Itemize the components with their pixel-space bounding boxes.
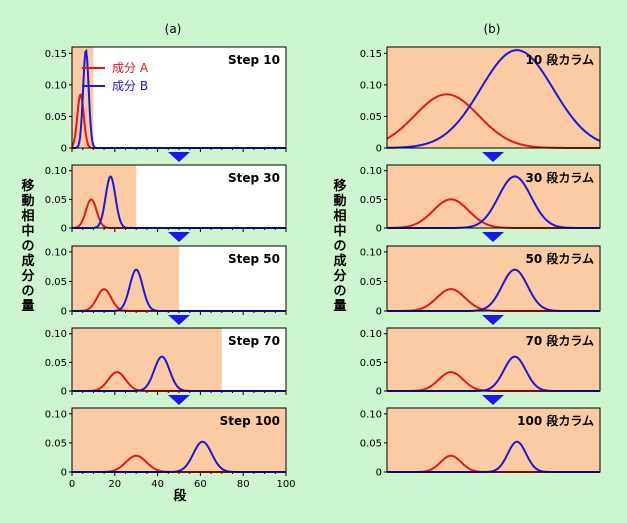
y-tick-label: 0 [61, 387, 67, 398]
plot-title: 70 段カラム [525, 333, 594, 348]
y-tick-label: 0.10 [45, 166, 67, 177]
down-arrow [168, 232, 190, 242]
y-tick-label: 0.05 [360, 112, 382, 123]
y-tick-label: 0 [61, 144, 67, 155]
plot-b-1: 0 0.05 0.10 0.15 10 段カラム [360, 46, 601, 155]
x-tick-label: 40 [151, 479, 164, 490]
y-tick-label: 0.05 [45, 358, 67, 369]
y-tick-label: 0.15 [360, 49, 382, 60]
plot-b-5: 0 0.05 0.10 100 段カラム [360, 407, 601, 479]
series-component-b-line [386, 49, 601, 149]
plot-b-3: 0 0.05 0.10 50 段カラム [360, 245, 601, 318]
plot-frame [386, 327, 601, 392]
plot-frame [71, 164, 287, 229]
plot-a-4: 0 0.05 0.10 Step 70 [45, 327, 287, 398]
y-tick-label: 0.05 [360, 438, 382, 449]
legend-b-text: 成分 B [112, 79, 148, 93]
y-tick-label: 0.10 [45, 409, 67, 420]
plot-frame [71, 245, 287, 312]
legend-a-text: 成分 A [112, 61, 149, 75]
mobile-phase-region [387, 408, 600, 472]
down-arrow [482, 152, 504, 162]
y-tick-label: 0.10 [45, 329, 67, 340]
plot-b-2: 0 0.05 0.10 30 段カラム [360, 164, 601, 235]
y-tick-label: 0 [376, 468, 382, 479]
panel-a-label: (a) [165, 22, 182, 36]
x-axis-label: 段 [173, 488, 186, 504]
plot-background [72, 47, 286, 148]
plot-title: 30 段カラム [525, 170, 594, 185]
mobile-phase-region [72, 328, 222, 391]
plot-frame [386, 164, 601, 229]
plot-frame [386, 407, 601, 473]
down-arrow [168, 152, 190, 162]
x-tick-label: 20 [108, 479, 121, 490]
plot-frame [386, 46, 601, 149]
plot-a-5: 0 0.05 0.10 0 20 40 60 80 100 Step 100 [45, 407, 296, 490]
plot-title: Step 10 [228, 53, 280, 67]
y-tick-label: 0 [376, 387, 382, 398]
plot-frame [71, 327, 287, 392]
down-arrow [168, 315, 190, 325]
x-tick-label: 0 [69, 479, 75, 490]
y-axis-label-b: 移動相中の成分の量 [333, 178, 346, 314]
y-tick-label: 0.10 [360, 247, 382, 258]
mobile-phase-region [387, 47, 600, 148]
mobile-phase-region [387, 328, 600, 391]
y-tick-label: 0 [376, 224, 382, 235]
plot-a-3: 0 0.05 0.10 Step 50 [45, 245, 287, 318]
plot-frame [71, 46, 287, 149]
plot-title: 50 段カラム [525, 251, 594, 266]
y-tick-label: 0.10 [360, 329, 382, 340]
down-arrow [482, 395, 504, 405]
plot-a-2: 0 0.05 0.10 Step 30 [45, 164, 287, 235]
down-arrow [168, 395, 190, 405]
arrows [168, 152, 504, 405]
y-tick-label: 0.10 [360, 409, 382, 420]
y-axis-label-a: 移動相中の成分の量 [21, 178, 34, 314]
down-arrow [482, 232, 504, 242]
y-tick-label: 0.05 [45, 277, 67, 288]
plot-title: 100 段カラム [517, 413, 594, 428]
plot-title: Step 50 [228, 252, 280, 266]
x-tick-label: 80 [237, 479, 250, 490]
panel-b-label: (b) [484, 22, 501, 36]
mobile-phase-region [72, 165, 137, 228]
legend: 成分 A 成分 B [82, 61, 149, 93]
y-tick-label: 0.05 [360, 358, 382, 369]
plot-title: Step 100 [220, 414, 280, 428]
y-tick-label: 0 [61, 307, 67, 318]
y-tick-label: 0.10 [45, 247, 67, 258]
mobile-phase-region [387, 165, 600, 228]
y-tick-label: 0.10 [360, 80, 382, 91]
mobile-phase-region [72, 408, 286, 472]
y-tick-label: 0 [61, 468, 67, 479]
y-tick-label: 0 [61, 224, 67, 235]
plot-b-4: 0 0.05 0.10 70 段カラム [360, 327, 601, 398]
x-tick-label: 100 [276, 479, 295, 490]
y-tick-label: 0.10 [360, 166, 382, 177]
y-tick-label: 0.10 [45, 80, 67, 91]
plot-title: Step 70 [228, 334, 280, 348]
y-tick-label: 0 [376, 307, 382, 318]
plot-a-1: 0 0.05 0.10 0.15 Step 10 [45, 46, 287, 155]
y-tick-label: 0.15 [45, 49, 67, 60]
y-tick-label: 0.05 [45, 195, 67, 206]
down-arrow [482, 315, 504, 325]
plot-title: 10 段カラム [525, 52, 594, 67]
y-tick-label: 0.05 [360, 277, 382, 288]
y-tick-label: 0 [376, 144, 382, 155]
y-tick-label: 0.05 [45, 112, 67, 123]
plot-frame [386, 245, 601, 312]
y-tick-label: 0.05 [45, 438, 67, 449]
x-tick-label: 60 [194, 479, 207, 490]
y-tick-label: 0.05 [360, 195, 382, 206]
plot-title: Step 30 [228, 171, 280, 185]
plot-frame [71, 407, 287, 473]
